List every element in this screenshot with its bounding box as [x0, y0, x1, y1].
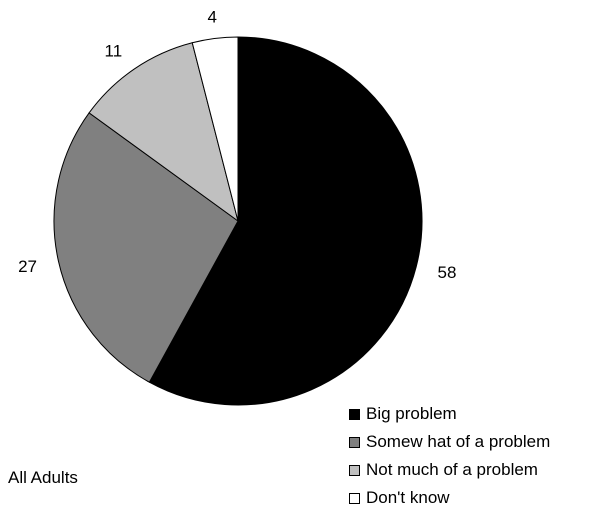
legend-swatch-not-much-problem [349, 464, 360, 476]
slice-big-problem [148, 36, 423, 406]
legend-item-big-problem: Big problem [349, 400, 550, 428]
legend-label-dont-know: Don't know [366, 488, 450, 507]
legend-label-big-problem: Big problem [366, 404, 457, 423]
legend-label-not-much-problem: Not much of a problem [366, 460, 538, 479]
group-label: All Adults [8, 468, 78, 487]
slice-not-much-of-a-problem [88, 42, 239, 223]
legend-item-somewhat-problem: Somew hat of a problem [349, 428, 550, 456]
data-label-big-problem: 58 [438, 263, 457, 282]
legend-label-somewhat-problem: Somew hat of a problem [366, 432, 551, 451]
pie-slices [53, 36, 423, 406]
data-labels: 58 27 11 4 [18, 8, 456, 283]
data-label-somew-hat-of-a-problem: 27 [18, 257, 37, 276]
slice-don-t-know [191, 36, 239, 222]
legend-item-dont-know: Don't know [349, 484, 550, 512]
data-label-don-t-know: 4 [207, 8, 216, 27]
legend: Big problem Somew hat of a problem Not m… [349, 400, 550, 512]
legend-swatch-big-problem [349, 408, 360, 420]
legend-item-not-much-problem: Not much of a problem [349, 456, 550, 484]
data-label-not-much-of-a-problem: 11 [105, 42, 123, 61]
slice-somew-hat-of-a-problem [53, 112, 239, 383]
legend-swatch-somewhat-problem [349, 436, 360, 448]
legend-swatch-dont-know [349, 492, 360, 504]
